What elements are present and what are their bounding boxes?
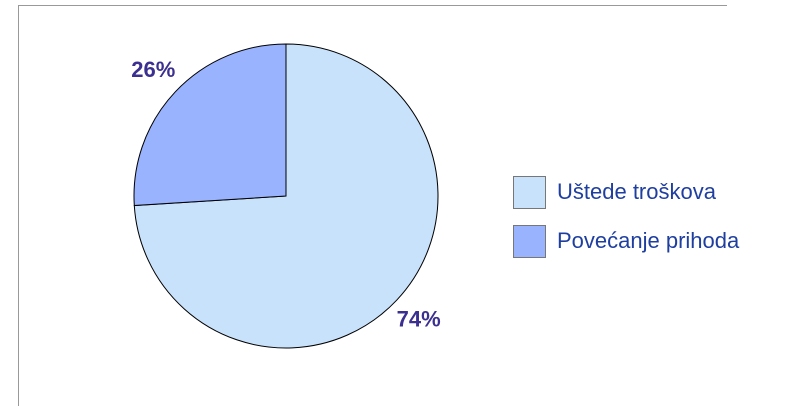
legend-swatch xyxy=(513,225,546,258)
data-label: 74% xyxy=(397,306,441,331)
data-label: 26% xyxy=(131,57,175,82)
legend-swatch xyxy=(513,176,546,209)
legend-label: Uštede troškova xyxy=(557,179,717,204)
pie-slice xyxy=(133,43,287,207)
legend-label: Povećanje prihoda xyxy=(557,228,740,253)
